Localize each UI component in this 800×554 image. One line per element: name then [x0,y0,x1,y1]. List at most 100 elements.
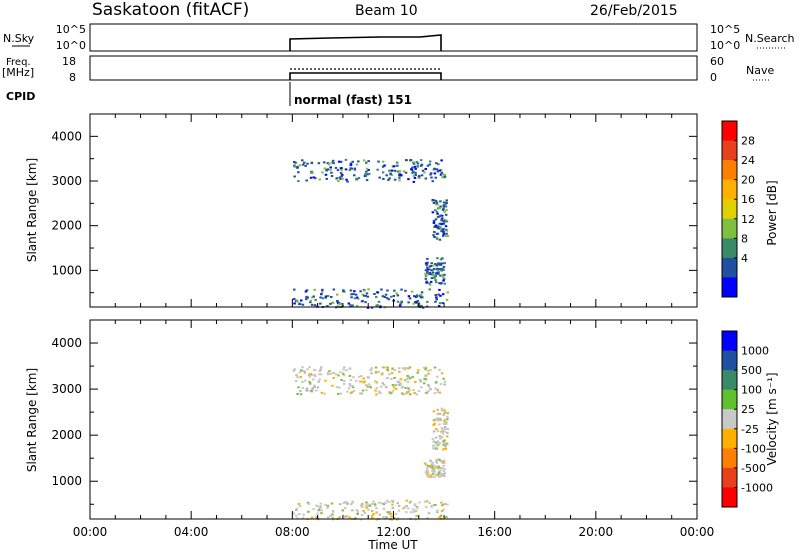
echo-cell [393,169,397,172]
echo-cell [426,261,429,264]
echo-cell [442,278,446,281]
echo-cell [405,511,408,514]
echo-cell [360,504,363,507]
echo-cell [313,386,316,388]
echo-cell [438,288,441,291]
power-xticks [89,114,698,307]
echo-cell [445,202,448,204]
echo-cell [303,371,307,374]
echo-cell [379,305,382,308]
echo-cell [348,516,351,519]
echo-cell [330,175,334,177]
echo-cell [438,475,442,478]
echo-cell [293,175,296,178]
echo-cell [317,162,321,165]
echo-cell [433,473,436,476]
echo-cell [375,518,378,521]
echo-cell [296,517,299,520]
echo-cell [424,269,428,272]
colorbar-tick-label: 500 [741,364,762,377]
echo-cell [442,508,445,511]
echo-cell [330,296,333,298]
time-axis-labels: 00:00 04:00 08:00 12:00 16:00 20:00 00:00 [73,525,715,539]
noise-sky-trace [289,34,442,51]
echo-cell [415,301,418,304]
echo-cell [442,265,446,268]
colorbar-cell [722,160,737,181]
echo-cell [442,470,446,473]
echo-cell [323,167,327,170]
echo-cell [431,271,435,274]
echo-cell [425,274,428,277]
echo-cell [441,474,445,477]
echo-cell [339,172,343,175]
echo-cell [442,423,446,425]
echo-cell [430,262,433,265]
colorbar-cell [722,331,737,352]
echo-cell [446,415,449,418]
echo-cell [406,507,410,510]
echo-cell [426,272,430,275]
echo-cell [321,297,325,300]
echo-cell [398,179,401,182]
echo-cell [405,499,409,502]
echo-cell [303,370,306,373]
echo-cell [337,180,340,182]
echo-cell [324,295,328,298]
echo-cell [443,273,446,276]
echo-cell [356,297,360,300]
echo-cell [376,291,379,294]
echo-cell [416,300,419,302]
echo-cell [298,505,302,507]
echo-cell [388,169,391,172]
echo-cell [355,379,358,382]
echo-cell [408,393,412,396]
echo-cell [300,369,303,372]
echo-cell [305,387,309,390]
echo-cell [425,263,429,266]
echo-cell [320,293,323,296]
echo-cell [385,386,388,389]
y-tick-label: 1000 [51,263,82,277]
echo-cell [394,384,397,386]
echo-cell [332,377,335,379]
echo-cell [413,391,416,394]
echo-cell [431,269,434,272]
echo-cell [306,501,310,504]
echo-cell [407,387,410,390]
echo-cell [432,221,436,224]
echo-cell [315,389,318,392]
echo-cell [409,500,412,503]
echo-cell [323,392,326,395]
echo-cell [296,376,299,379]
echo-cell [434,203,438,206]
echo-cell [331,301,335,304]
echo-cell [390,372,394,375]
power-panel: 4000 3000 2000 1000 Slant Range [km] [25,113,698,309]
echo-cell [438,435,442,438]
echo-cell [440,159,443,162]
echo-cell [437,293,440,296]
echo-cell [432,419,436,422]
echo-cell [429,388,432,390]
echo-cell [371,517,374,519]
echo-cell [393,369,397,371]
y-tick-label: 4000 [51,336,82,350]
echo-cell [378,176,381,179]
colorbar-cell [722,238,737,259]
echo-cell [417,369,420,372]
echo-cell [439,200,442,203]
echo-cell [365,505,368,508]
echo-cell [362,159,366,162]
echo-cell [387,298,391,301]
colorbar-tick-label: 25 [741,403,755,416]
echo-cell [427,512,431,515]
echo-cell [393,178,397,181]
echo-cell [386,366,389,369]
echo-cell [443,418,446,421]
echo-cell [347,302,351,305]
colorbar-tick-label: 1000 [741,345,769,358]
echo-cell [439,437,442,440]
echo-cell [426,164,430,167]
